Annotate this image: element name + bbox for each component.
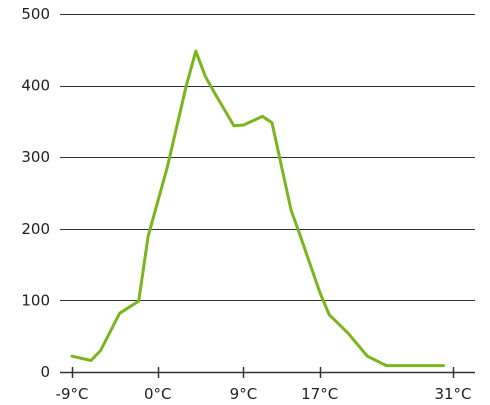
y-axis-tick-labels: 0 100 200 300 400 500	[21, 5, 50, 381]
y-tick-label: 100	[21, 291, 50, 309]
y-tick-label: 400	[21, 77, 50, 95]
y-tick-label: 300	[21, 148, 50, 166]
y-tick-label: 500	[21, 5, 50, 23]
series-layer	[70, 49, 445, 368]
x-axis: -9°C 0°C 9°C 17°C 31°C	[56, 367, 475, 403]
x-tick-label: -9°C	[56, 385, 89, 403]
series-line-0	[70, 49, 445, 368]
x-tick-label: 9°C	[230, 385, 258, 403]
x-tick-label: 31°C	[434, 385, 471, 403]
y-tick-label: 0	[40, 363, 50, 381]
x-tick-label: 17°C	[301, 385, 338, 403]
y-tick-label: 200	[21, 220, 50, 238]
gridlines	[60, 14, 475, 301]
x-tick-label: 0°C	[144, 385, 172, 403]
